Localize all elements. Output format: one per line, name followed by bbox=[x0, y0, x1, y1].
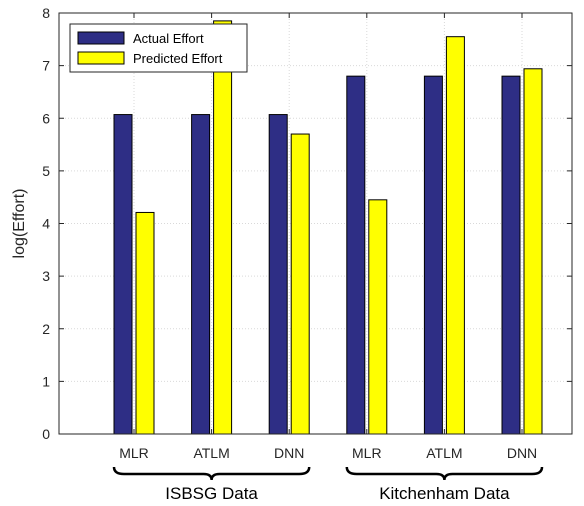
bar-predicted-5 bbox=[523, 68, 543, 435]
bar-predicted-3 bbox=[368, 199, 388, 435]
y-tick-label: 4 bbox=[42, 216, 50, 232]
x-tick-label: MLR bbox=[352, 445, 382, 461]
y-tick-label: 1 bbox=[42, 373, 50, 389]
bar-predicted-1 bbox=[213, 20, 233, 435]
legend-swatch-1 bbox=[77, 51, 125, 65]
x-tick-label: ATLM bbox=[193, 445, 229, 461]
bar-actual-0 bbox=[113, 114, 133, 435]
group-label: Kitchenham Data bbox=[379, 484, 510, 503]
group-brace bbox=[345, 466, 544, 481]
x-tick-label: MLR bbox=[119, 445, 149, 461]
grid bbox=[59, 12, 572, 435]
x-tick-label: DNN bbox=[507, 445, 537, 461]
legend-label-0: Actual Effort bbox=[133, 31, 204, 46]
bar-actual-2 bbox=[268, 114, 288, 435]
bar-actual-1 bbox=[191, 114, 211, 435]
bar-predicted-4 bbox=[445, 36, 465, 435]
bar-predicted-2 bbox=[290, 133, 310, 435]
bar-predicted-0 bbox=[135, 211, 155, 435]
group-brace bbox=[112, 466, 311, 481]
y-axis-ticks: 0 1 2 3 4 5 6 7 8 bbox=[42, 5, 572, 442]
x-tick-label: ATLM bbox=[426, 445, 462, 461]
y-tick-label: 5 bbox=[42, 163, 50, 179]
y-tick-label: 6 bbox=[42, 110, 50, 126]
group-label: ISBSG Data bbox=[165, 484, 258, 503]
bar-actual-5 bbox=[501, 75, 521, 435]
legend-label-1: Predicted Effort bbox=[133, 51, 223, 66]
legend: Actual Effort Predicted Effort bbox=[69, 23, 248, 73]
legend-swatch-0 bbox=[77, 31, 125, 45]
group-braces: ISBSG Data Kitchenham Data bbox=[112, 466, 544, 503]
y-tick-label: 2 bbox=[42, 321, 50, 337]
y-tick-label: 0 bbox=[42, 426, 50, 442]
y-tick-label: 8 bbox=[42, 5, 50, 21]
x-tick-label: DNN bbox=[274, 445, 304, 461]
y-tick-label: 7 bbox=[42, 58, 50, 74]
y-tick-label: 3 bbox=[42, 268, 50, 284]
x-axis-ticks: MLR ATLM DNN MLR ATLM DNN bbox=[119, 13, 537, 461]
bar-actual-3 bbox=[346, 75, 366, 435]
bar-actual-4 bbox=[423, 75, 443, 435]
y-axis-label: log(Effort) bbox=[11, 189, 28, 259]
